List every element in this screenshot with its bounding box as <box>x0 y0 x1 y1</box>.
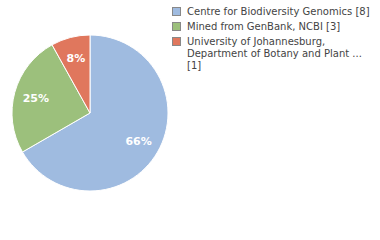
html-text:Centre for Biodiversity Genomi: Centre for Biodiversity Genomics [8] <box>187 6 370 17</box>
html-text:Mined from GenBank, NCBI [3]: Mined from GenBank, NCBI [3] <box>187 21 341 32</box>
svg-text:25%: 25% <box>23 92 49 105</box>
svg-text:66%: 66% <box>125 135 151 148</box>
svg-text:8%: 8% <box>67 52 86 65</box>
html-text:University of Johannesburg, De: University of Johannesburg, Department o… <box>187 36 362 71</box>
